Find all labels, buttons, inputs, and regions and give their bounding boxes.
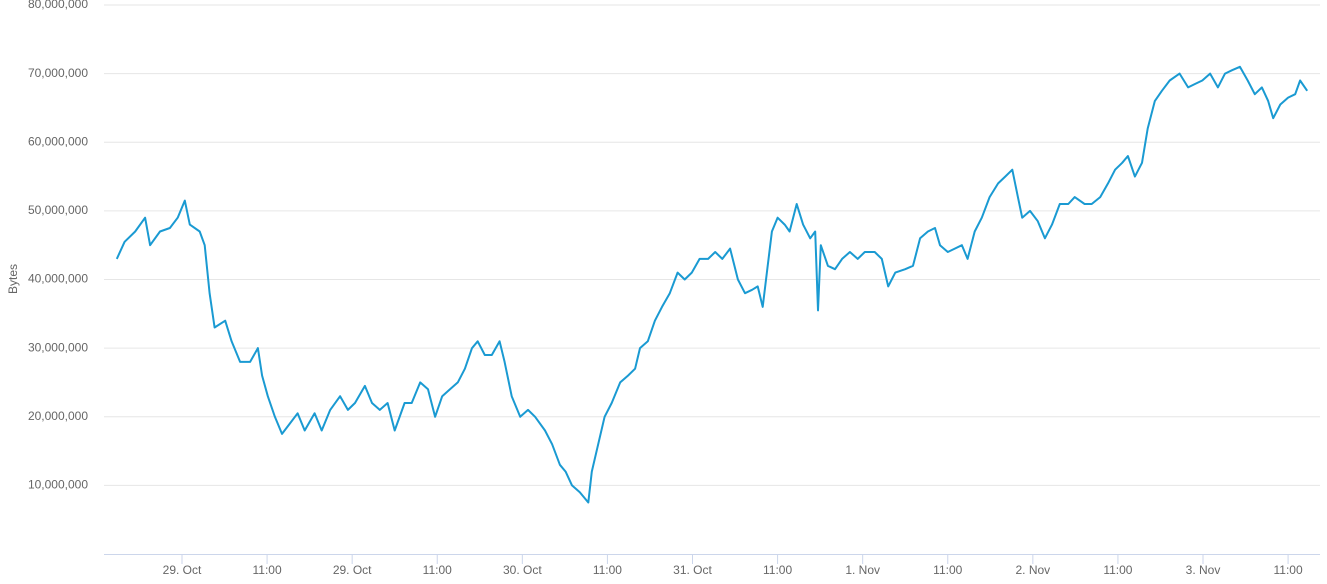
- x-tick-label: 29. Oct: [163, 563, 202, 577]
- x-tick-label: 11:00: [593, 563, 622, 577]
- x-tick-label: 3. Nov: [1186, 563, 1221, 577]
- x-tick-label: 29. Oct: [333, 563, 372, 577]
- y-tick-label: 50,000,000: [28, 203, 88, 217]
- x-tick-label: 1. Nov: [845, 563, 880, 577]
- data-line: [115, 65, 1309, 504]
- y-tick-label: 30,000,000: [28, 340, 88, 354]
- x-tick-label: 2. Nov: [1015, 563, 1050, 577]
- x-tick-label: 11:00: [763, 563, 792, 577]
- y-tick-label: 20,000,000: [28, 409, 88, 423]
- x-tick-label: 31. Oct: [673, 563, 712, 577]
- x-tick-label: 11:00: [1274, 563, 1303, 577]
- x-tick-label: 11:00: [933, 563, 962, 577]
- y-axis-title: Bytes: [6, 264, 20, 294]
- y-tick-label: 80,000,000: [28, 0, 88, 11]
- x-tick-label: 11:00: [253, 563, 282, 577]
- x-tick-label: 30. Oct: [503, 563, 542, 577]
- y-tick-label: 10,000,000: [28, 478, 88, 492]
- x-tick-label: 11:00: [1103, 563, 1132, 577]
- y-tick-label: 60,000,000: [28, 134, 88, 148]
- y-tick-label: 40,000,000: [28, 272, 88, 286]
- x-tick-label: 11:00: [423, 563, 452, 577]
- y-tick-label: 70,000,000: [28, 66, 88, 80]
